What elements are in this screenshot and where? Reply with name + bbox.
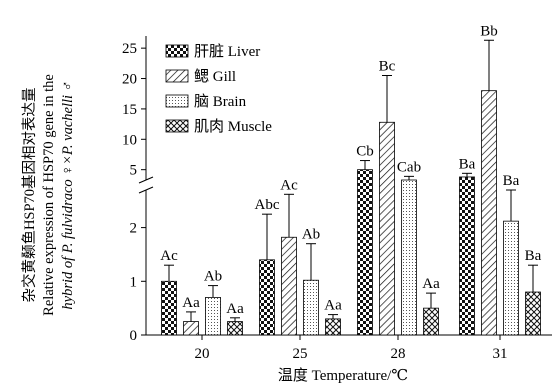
significance-label: Ab <box>204 269 222 285</box>
legend-swatch <box>165 44 189 58</box>
significance-label: Ba <box>525 248 542 264</box>
y-tick-label: 25 <box>122 41 137 57</box>
y-tick-label: 15 <box>122 102 137 118</box>
significance-label: Cb <box>356 144 374 160</box>
significance-label: Abc <box>255 197 280 213</box>
bar-20-0 <box>161 280 177 336</box>
legend-label: 鳃 Gill <box>194 68 236 85</box>
significance-label: Ac <box>280 177 298 193</box>
y-tick-label: 20 <box>122 72 137 88</box>
y-tick-label: 0 <box>130 328 138 344</box>
significance-label: Aa <box>182 295 200 311</box>
significance-label: Cab <box>397 159 421 175</box>
legend-label: 肝脏 Liver <box>194 43 260 60</box>
y-tick-label: 1 <box>130 274 138 290</box>
significance-label: Ab <box>302 227 320 243</box>
x-tick-label: 20 <box>195 346 210 362</box>
y-axis-title-line-1: 杂交黄颡鱼HSP70基因相对表达量 <box>20 87 38 302</box>
y-tick-label: 5 <box>130 163 138 179</box>
bar-28-2 <box>401 179 417 336</box>
x-tick-label: 28 <box>391 346 406 362</box>
bar-31-2 <box>503 220 519 336</box>
legend-label: 肌肉 Muscle <box>194 118 272 135</box>
bar-20-3 <box>227 321 243 336</box>
significance-label: Ac <box>160 248 178 264</box>
significance-label: Aa <box>226 301 244 317</box>
significance-label: Aa <box>422 276 440 292</box>
bar-25-3 <box>325 318 341 336</box>
x-tick-label: 25 <box>293 346 308 362</box>
bar-28-3 <box>423 307 439 336</box>
significance-label: Aa <box>324 298 342 314</box>
significance-label: Ba <box>503 173 520 189</box>
bar-20-1 <box>183 321 199 336</box>
legend-swatch <box>165 69 189 83</box>
bar-31-3 <box>525 291 541 336</box>
significance-label: Bb <box>480 23 498 39</box>
bar-28-0 <box>357 169 373 336</box>
x-ticks: 20 25 28 31 <box>195 335 508 362</box>
x-tick-label: 31 <box>493 346 508 362</box>
y-axis-title-line-2: Relative expression of HSP70 gene in the <box>41 74 57 316</box>
bar-20-2 <box>205 297 221 336</box>
legend: 肝脏 Liver 鳃 Gill 脑 Brain 肌肉 Muscle <box>165 43 272 135</box>
bar-28-1 <box>379 121 395 336</box>
bar-31-1 <box>481 90 497 336</box>
y-axis-title: 杂交黄颡鱼HSP70基因相对表达量 Relative expression of… <box>20 74 76 316</box>
axis-break-mark-bottom <box>138 186 154 194</box>
legend-label: 脑 Brain <box>194 93 247 110</box>
y-tick-label: 2 <box>130 221 138 237</box>
bar-25-0 <box>259 259 275 336</box>
axis-break-mark-top <box>138 176 154 184</box>
significance-label: Bc <box>379 58 396 74</box>
legend-swatch <box>165 94 189 108</box>
y-axis-title-line-3: hybrid of P. fulvidraco ♀×P. vachelli ♂ <box>60 80 76 309</box>
legend-swatch <box>165 119 189 133</box>
bar-25-2 <box>303 279 319 336</box>
y-tick-label: 10 <box>122 132 137 148</box>
significance-label: Ba <box>459 156 476 172</box>
x-axis-title: 温度 Temperature/℃ <box>278 367 408 384</box>
bar-25-1 <box>281 236 297 336</box>
bar-31-0 <box>459 176 475 336</box>
